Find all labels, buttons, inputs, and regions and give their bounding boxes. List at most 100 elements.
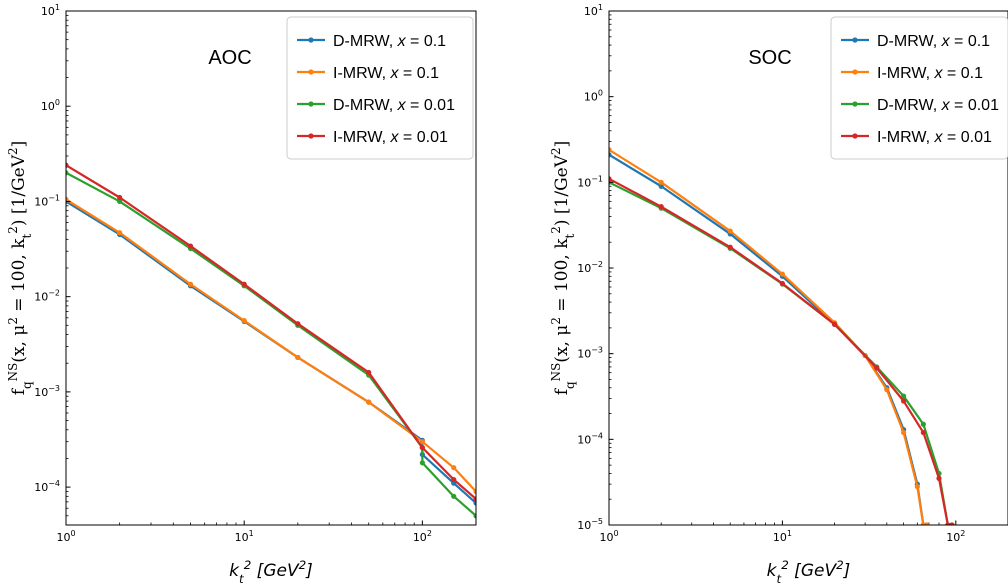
data-point [609,176,612,182]
data-point [609,152,612,158]
legend: D-MRW, x = 0.1 I-MRW, x = 0.1 D-MRW, x = 0… [830,16,1008,160]
legend-label: D-MRW, x = 0.01 [333,97,455,114]
y-axis-label: fqNS(x, μ2 = 100, kt2) [1/GeV2] [549,141,577,395]
legend-box [830,16,1008,160]
plot-frame [65,10,477,526]
series-4 [66,162,476,502]
legend-item: D-MRW, x = 0.01 [841,97,999,114]
data-point [419,444,425,451]
data-point [901,429,907,436]
legend-label: I-MRW, x = 0.1 [877,65,983,82]
data-point [187,281,194,287]
chart-panel-soc: 100 101 102 10−5 10−4 10−3 10−2 10−1 100 101 kt2 [… [549,3,1008,584]
x-tick-label: 101 [773,529,792,544]
series-3 [609,179,955,525]
legend-label: I-MRW, x = 0.01 [877,129,992,146]
data-point [473,496,476,502]
y-tick-label: 10−1 [34,193,60,208]
data-point [920,429,926,436]
legend-item: D-MRW, x = 0.1 [297,33,446,50]
y-tick-label: 100 [584,89,603,104]
data-point [187,243,194,249]
data-point [419,460,425,466]
data-point [419,439,425,445]
data-point [920,421,926,427]
x-tick-label: 101 [235,529,254,544]
series-4 [609,176,955,525]
series-1 [66,198,476,506]
legend-item: I-MRW, x = 0.1 [297,65,439,82]
y-tick-label: 101 [41,3,60,18]
data-point [727,228,733,234]
x-tick-label: 100 [599,529,618,544]
data-point [609,147,612,153]
legend-item: I-MRW, x = 0.01 [841,129,992,146]
data-point [366,369,372,376]
x-tick-label: 102 [413,529,432,544]
data-point [295,354,301,361]
y-tick-label: 10−2 [577,260,603,275]
data-point [658,183,664,189]
chart-panel-aoc: 100 101 102 10−4 10−3 10−2 10−1 100 101 kt2 [GeV2… [6,3,477,584]
x-axis-label: kt2 [GeV2] [229,558,313,584]
data-point [779,280,786,287]
data-point [779,271,786,277]
legend-label: D-MRW, x = 0.1 [333,33,446,50]
data-point [451,476,457,483]
y-tick-label: 10−3 [34,384,60,399]
data-point [473,488,476,495]
legend-swatch-marker [308,133,314,139]
legend-item: D-MRW, x = 0.1 [841,33,990,50]
data-point [451,493,457,499]
data-point [117,230,123,236]
data-point [949,522,955,525]
data-point [117,198,123,205]
data-point [366,399,372,405]
legend-label: I-MRW, x = 0.01 [333,129,448,146]
data-point [451,465,457,471]
data-point [884,387,890,393]
legend-swatch-marker [852,69,858,75]
data-point [914,484,920,490]
x-axis-label: kt2 [GeV2] [767,558,851,584]
data-point [117,194,123,201]
series-line [66,198,476,493]
legend: D-MRW, x = 0.1 I-MRW, x = 0.1 D-MRW, x = 0… [286,16,474,160]
data-point [936,475,942,481]
series-line [66,171,476,517]
series-line [609,181,952,525]
data-point [901,398,907,404]
data-point [473,500,476,506]
legend-label: D-MRW, x = 0.1 [877,33,990,50]
series-line [66,164,476,500]
legend-item: D-MRW, x = 0.01 [297,97,455,114]
data-point [66,162,69,168]
data-point [874,365,880,371]
y-tick-label: 100 [41,98,60,113]
y-tick-label: 10−4 [577,431,603,446]
legend-swatch-marker [852,37,858,43]
x-tick-label: 100 [56,529,75,544]
y-tick-label: 10−1 [577,174,603,189]
y-tick-label: 10−2 [34,289,60,304]
panel-annotation: SOC [748,47,791,69]
series-3 [66,170,476,519]
legend-item: I-MRW, x = 0.01 [297,129,448,146]
y-tick-label: 10−5 [577,517,603,532]
legend-swatch-marker [852,133,858,139]
y-tick-label: 10−3 [577,346,603,361]
legend-label: D-MRW, x = 0.01 [877,97,999,114]
legend-item: I-MRW, x = 0.1 [841,65,983,82]
legend-swatch-marker [308,37,314,43]
legend-label: I-MRW, x = 0.1 [333,65,439,82]
data-point [901,393,907,399]
panel-annotation: AOC [208,47,251,69]
series-2 [66,196,476,495]
y-tick-label: 101 [584,3,603,18]
series-line [609,153,927,525]
data-point [658,204,664,210]
series-line [66,200,476,504]
legend-box [286,16,474,160]
data-point [66,170,69,176]
